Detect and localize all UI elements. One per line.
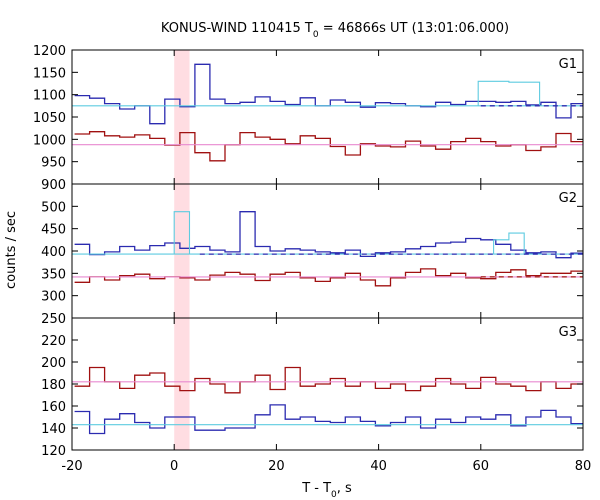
g2-y-tick-label: 500 [41,200,66,215]
g2-y-tick-label: 300 [41,290,66,305]
g2-y-tick-label: 250 [41,312,66,327]
g1-frame [71,49,584,185]
g3-y-tick-label: 120 [41,444,66,459]
x-axis-label: T - T0, s [301,481,352,500]
g3-blue-histogram [74,404,583,435]
g1-y-tick-label: 1200 [33,44,66,59]
x-tick-label: -20 [61,459,82,474]
g2-frame [71,183,584,319]
g1-y-tick-label: 1150 [33,66,66,81]
x-tick-label: 60 [473,459,490,474]
g1-y-tick-label: 1000 [33,133,66,148]
g3-y-tick-label: 140 [41,422,66,437]
x-tick-label: 20 [268,459,285,474]
g3-y-tick-label: 160 [41,400,66,415]
plot-layer: 90095010001050110011501200G1250300350400… [33,44,592,474]
g1-cyan-excess [477,80,541,106]
g2-y-tick-label: 400 [41,245,66,260]
g3-y-tick-label: 180 [41,378,66,393]
g2-darkred-histogram [74,268,583,287]
highlight-band [174,50,190,450]
g1-blue-histogram [74,63,583,125]
g3-panel-label: G3 [559,325,577,340]
g2-cyan-excess-late [493,232,525,255]
g1-y-tick-label: 900 [41,178,66,193]
g1-darkred-histogram [74,131,583,162]
g2-blue-histogram [74,211,583,259]
x-tick-label: 80 [575,459,592,474]
x-axis-label-subscript: 0 [331,490,337,500]
y-axis-label: counts / sec [4,211,19,289]
x-tick-label: 40 [370,459,387,474]
g3-darkred-histogram [74,366,583,394]
g2-cyan-excess-peak [173,211,191,255]
g3-y-tick-label: 200 [41,356,66,371]
g1-y-tick-label: 1100 [33,89,66,104]
g2-panel-label: G2 [559,191,577,206]
x-tick-label: 0 [170,459,178,474]
chart-title-subscript: 0 [313,30,319,40]
chart-title: KONUS-WIND 110415 T0 = 46866s UT (13:01:… [161,21,509,40]
g3-y-tick-label: 220 [41,334,66,349]
g1-y-tick-label: 950 [41,156,66,171]
g2-y-tick-label: 350 [41,267,66,282]
g2-y-tick-label: 450 [41,223,66,238]
g1-y-tick-label: 1050 [33,111,66,126]
g1-panel-label: G1 [559,57,577,72]
